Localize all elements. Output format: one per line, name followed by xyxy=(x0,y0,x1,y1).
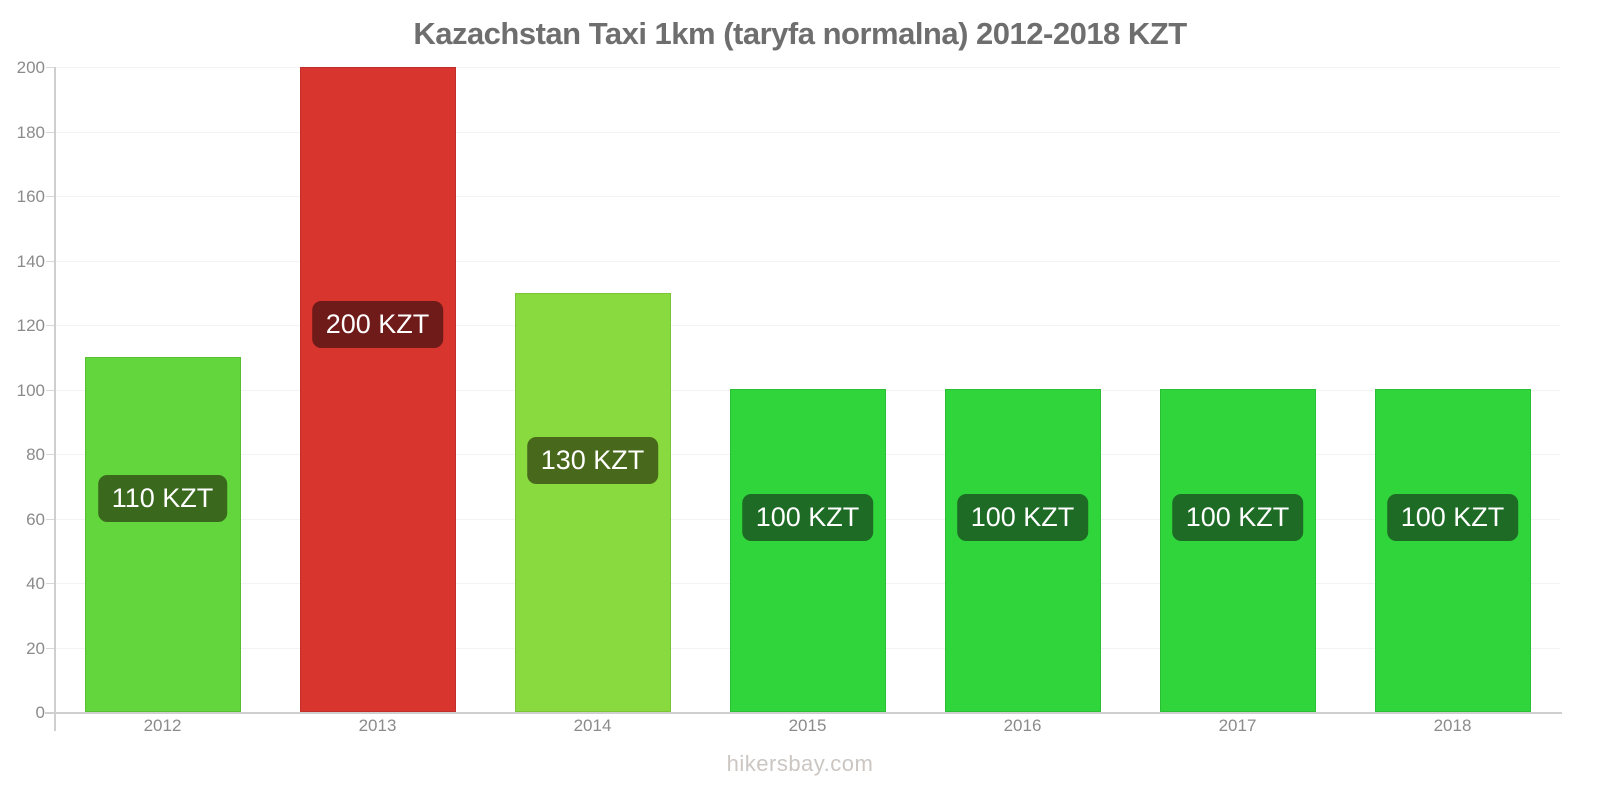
y-tick-160 xyxy=(46,196,55,197)
y-axis-label-160: 160 xyxy=(16,187,45,206)
bar-2018[interactable]: 100 KZT xyxy=(1374,389,1531,712)
y-tick-80 xyxy=(46,454,55,455)
y-axis-label-120: 120 xyxy=(16,316,45,335)
bar-value-label-2018: 100 KZT xyxy=(1386,494,1519,542)
y-axis-label-140: 140 xyxy=(16,251,45,271)
y-tick-100 xyxy=(46,389,55,391)
y-axis-label-20: 20 xyxy=(26,638,45,658)
y-gridline-180 xyxy=(55,131,1560,133)
bar-2014[interactable]: 130 KZT xyxy=(514,293,671,712)
bar-value-label-2017: 100 KZT xyxy=(1171,494,1304,542)
x-axis-label-2016: 2016 xyxy=(1003,716,1042,735)
y-tick-180 xyxy=(46,131,55,133)
bar-value-label-2016: 100 KZT xyxy=(956,494,1089,542)
x-axis-label-2013: 2013 xyxy=(358,716,397,735)
y-axis-label-180: 180 xyxy=(16,122,45,142)
x-axis-label-2018: 2018 xyxy=(1433,716,1472,735)
bar-value-label-2012: 110 KZT xyxy=(97,475,228,523)
bar-value-label-2014: 130 KZT xyxy=(526,437,659,485)
y-tick-20 xyxy=(46,647,55,649)
bar-2017[interactable]: 100 KZT xyxy=(1159,389,1316,712)
y-axis-label-60: 60 xyxy=(26,509,45,529)
y-gridline-160 xyxy=(55,196,1560,197)
y-axis-label-80: 80 xyxy=(26,445,45,464)
y-axis-label-40: 40 xyxy=(26,574,45,593)
y-gridline-140 xyxy=(55,260,1560,262)
y-tick-140 xyxy=(46,260,55,262)
x-axis-label-2014: 2014 xyxy=(573,716,612,735)
y-gridline-120 xyxy=(55,325,1560,326)
y-axis-label-200: 200 xyxy=(16,58,45,77)
bar-2013[interactable]: 200 KZT xyxy=(299,67,456,712)
x-axis-label-2017: 2017 xyxy=(1218,716,1257,735)
bar-value-label-2013: 200 KZT xyxy=(311,301,444,349)
y-tick-200 xyxy=(46,67,55,68)
source-watermark: hikersbay.com xyxy=(726,751,874,776)
y-gridline-200 xyxy=(55,67,1560,68)
y-tick-60 xyxy=(46,518,55,520)
y-axis-line xyxy=(54,67,56,731)
x-axis-label-2012: 2012 xyxy=(143,716,182,735)
y-axis-label-0: 0 xyxy=(35,703,45,722)
y-axis-label-100: 100 xyxy=(16,380,45,400)
bar-2016[interactable]: 100 KZT xyxy=(944,389,1101,712)
y-tick-40 xyxy=(46,583,55,584)
chart-title: Kazachstan Taxi 1km (taryfa normalna) 20… xyxy=(413,16,1187,51)
bar-2015[interactable]: 100 KZT xyxy=(729,389,886,712)
x-axis-label-2015: 2015 xyxy=(788,716,827,735)
bar-2012[interactable]: 110 KZT xyxy=(84,357,241,712)
y-tick-120 xyxy=(46,325,55,326)
x-axis-line xyxy=(45,712,1562,714)
bar-value-label-2015: 100 KZT xyxy=(741,494,874,542)
